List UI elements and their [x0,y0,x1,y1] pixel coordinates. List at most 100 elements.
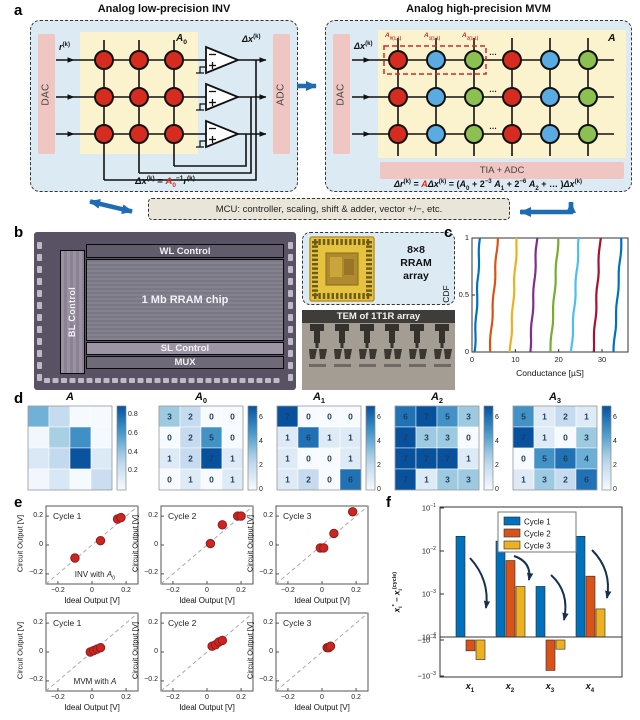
x-tick-label: 0 [205,694,209,701]
heatmap-cell-value: 0 [230,433,235,443]
heatmap-cell [27,468,50,491]
heatmap-cell [457,447,480,470]
heatmap-cell [179,447,202,470]
colorbar-tick-label: 6 [495,414,499,421]
panel-b-label: b [14,224,24,241]
bl-control-label: BL Control [67,286,78,338]
heatmap-cell-value: 0 [327,454,332,464]
heatmap-cell [339,447,362,470]
heatmap-cell [179,426,202,449]
colorbar [116,405,127,491]
heatmap-title: A2 [430,391,444,406]
heatmap-cell-value: 0 [167,433,172,443]
x-tick-label: 0 [90,694,94,701]
scatter-point [315,543,325,553]
legend-label: Cycle 2 [524,530,551,539]
heatmap-cell [575,447,598,470]
x-tick-label: 0 [320,694,324,701]
weight-label-a2: A2(1,1) [462,32,479,41]
heatmap-cell [554,426,577,449]
heatmap-cell [158,426,181,449]
heatmap-cell [575,426,598,449]
cdf-plot-area [471,237,629,353]
bar [465,639,476,652]
x-tick-label: 0.2 [351,587,361,594]
heatmap-cell-value: 3 [584,433,589,443]
heatmap-cell-value: 2 [563,475,568,485]
heatmap-cell-value: 0 [167,475,172,485]
colorbar-tick-label: 2 [495,462,499,469]
heatmap-cell-value: 0 [230,412,235,422]
tia-adc-block: TIA + ADC [380,162,624,179]
cdf-curve [612,237,623,353]
weight-label-a1: A1(1,1) [424,32,441,41]
x-tick-label: 0 [469,355,475,364]
adc-label: ADC [276,82,288,106]
cdf-curve [549,238,560,352]
heatmap-cell [200,468,223,491]
x-category-label: x1 [465,681,475,694]
y-tick-label: 0 [154,540,158,548]
cycle-annotation: Cycle 3 [283,511,312,521]
heatmap-cell [297,405,320,428]
heatmap-cell-value: 1 [188,475,193,485]
decrease-trend-arrow [550,574,569,621]
mvm-formula: Δr(k) = AΔx(k) = (A0 + 2−3 A1 + 2−6 A2 +… [393,178,583,192]
matrix-annotation: MVM with A [73,677,117,686]
heatmap-border [512,405,598,491]
colorbar-tick-label: 2 [613,462,617,469]
cycle-annotation: Cycle 2 [168,511,197,521]
colorbar-tick-label: 0.2 [128,467,138,475]
heatmap-cell-value: 0 [327,412,332,422]
mcu-block: MCU: controller, scaling, shift & adder,… [148,198,510,220]
wl-control-block: WL Control [86,244,284,258]
heatmap-cell-value: 0 [209,412,214,422]
heatmap-cell-value: 0 [209,475,214,485]
heatmap-cell-value: 7 [445,454,450,464]
heatmap-cell [27,447,50,470]
heatmap-cell [318,426,341,449]
heatmap-border [27,405,113,491]
y-tick-label: 0 [154,647,158,655]
x-tick-label: 0.2 [236,694,246,701]
a-matrix-label: A [608,32,616,44]
y-tick-label: 0.2 [263,511,273,519]
heatmap-cell-value: 3 [445,475,450,485]
heatmap-cell-value: 7 [403,454,408,464]
heatmap-cell [436,426,459,449]
scatter-x-axis-label: Ideal Output [V] [179,703,235,712]
rram-array-label: 1 Mb RRAM chip [141,294,229,306]
heatmap-cell-value: 7 [285,412,290,422]
cycle-annotation: Cycle 1 [53,511,82,521]
colorbar-tick-label: 6 [377,414,381,421]
scatter-point [116,512,126,523]
heatmap-cell [533,426,556,449]
legend-label: Cycle 1 [524,518,551,527]
heatmap-title: A0 [194,391,208,406]
heatmap-border [276,405,362,491]
heatmap-cell [457,468,480,491]
heatmap-cell [221,447,244,470]
colorbar [247,405,258,491]
x-tick-label: 20 [554,355,563,364]
dx-out-label: Δx(k) [242,33,261,44]
x-tick-label: −0.2 [281,587,295,594]
scatter-point [322,642,332,653]
sl-control-block: SL Control [86,342,284,355]
heatmap-cell-value: 1 [348,433,353,443]
scatter-x-axis-label: Ideal Output [V] [294,703,350,712]
mux-label: MUX [174,357,196,368]
heatmap-cell-value: 0 [348,412,353,422]
heatmap-cell [415,447,438,470]
x-tick-label: 0.2 [351,694,361,701]
heatmap-cell-value: 2 [188,454,193,464]
heatmap-cell [436,447,459,470]
dac-label-left: DAC [41,82,53,106]
heatmap-cell [297,447,320,470]
scatter-point [236,511,246,521]
y-tick-label: 0.2 [263,618,273,626]
heatmap-cell [436,405,459,428]
scatter-point [89,645,99,656]
heatmap-border [158,405,244,491]
